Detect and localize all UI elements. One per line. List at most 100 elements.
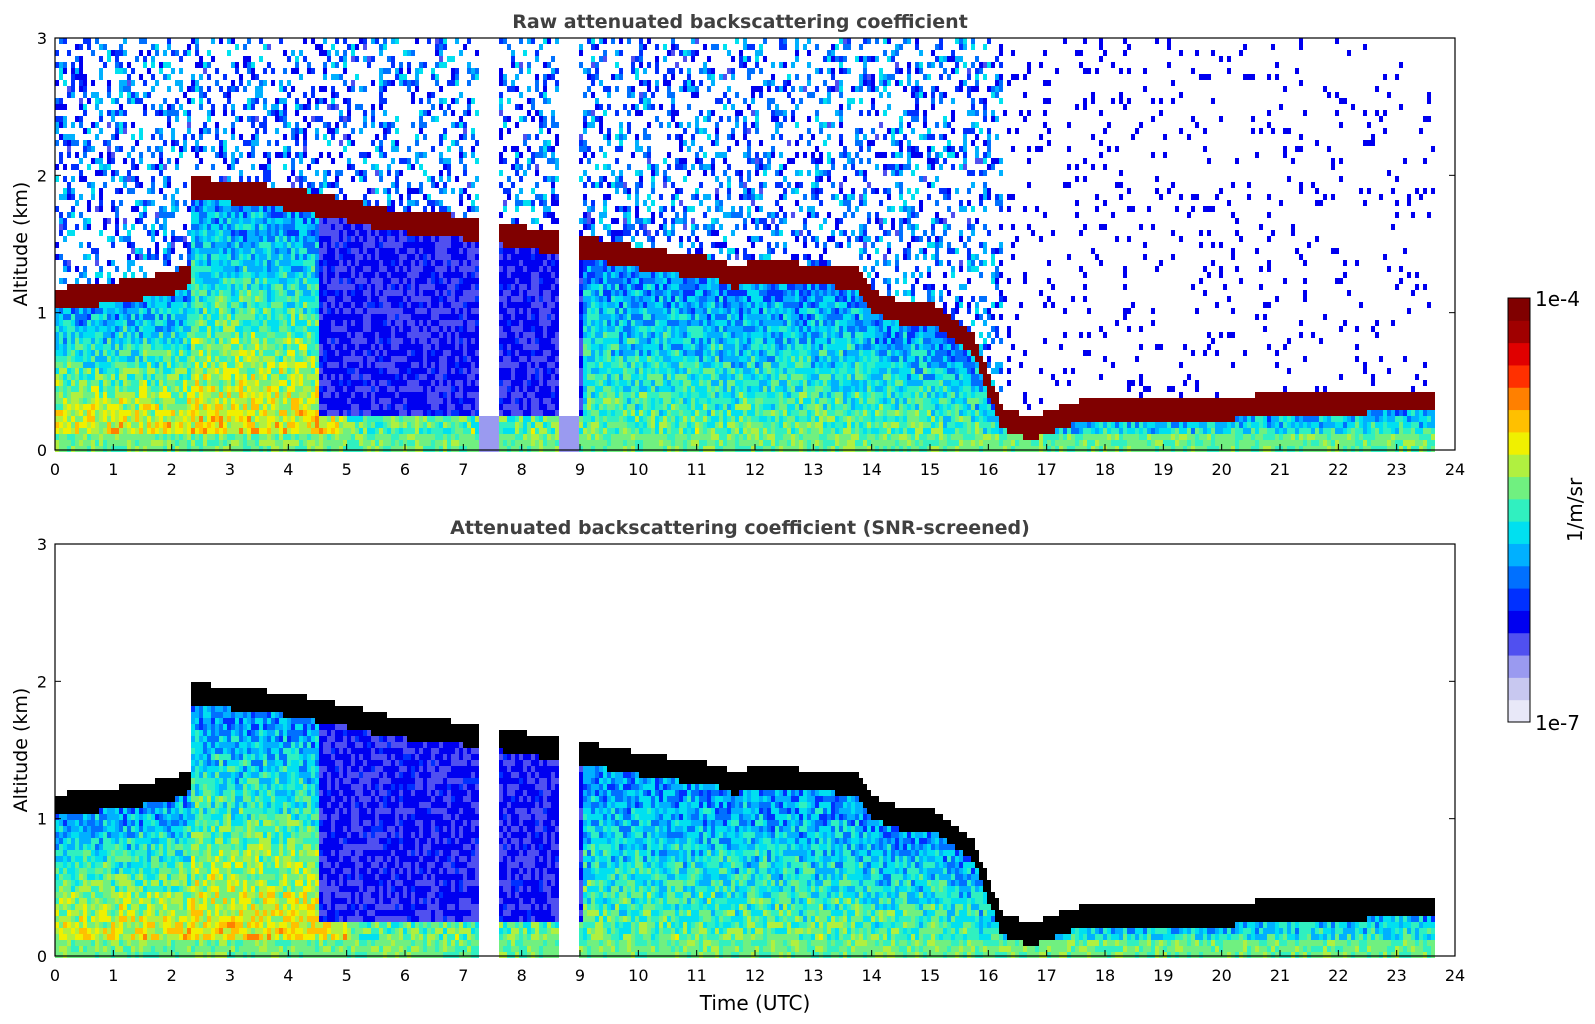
heatmap-cell — [375, 416, 379, 422]
heatmap-cell — [295, 104, 299, 110]
heatmap-cell — [295, 260, 299, 266]
heatmap-cell — [419, 272, 423, 278]
heatmap-cell — [179, 254, 183, 260]
heatmap-cell — [71, 164, 75, 170]
heatmap-cell — [435, 332, 439, 338]
heatmap-cell — [423, 290, 427, 296]
heatmap-cell — [327, 212, 331, 218]
heatmap-cell — [75, 350, 79, 356]
heatmap-cell — [263, 398, 267, 404]
heatmap-cell — [207, 218, 211, 224]
heatmap-cell — [323, 380, 327, 386]
heatmap-cell — [295, 152, 299, 158]
heatmap-cell — [167, 302, 171, 308]
heatmap-cell — [399, 260, 403, 266]
heatmap-cell — [99, 110, 103, 116]
heatmap-cell — [167, 254, 171, 260]
heatmap-cell — [403, 416, 407, 422]
heatmap-cell — [415, 224, 419, 230]
heatmap-cell — [319, 248, 323, 254]
heatmap-cell — [231, 272, 235, 278]
heatmap-cell — [211, 428, 215, 434]
heatmap-cell — [435, 296, 439, 302]
heatmap-cell — [311, 434, 315, 440]
heatmap-cell — [211, 254, 215, 260]
heatmap-cell — [419, 212, 423, 218]
heatmap-cell — [227, 338, 231, 344]
heatmap-cell — [295, 440, 299, 446]
heatmap-cell — [371, 428, 375, 434]
heatmap-cell — [171, 236, 175, 242]
heatmap-cell — [439, 344, 443, 350]
heatmap-cell — [243, 230, 247, 236]
heatmap-cell — [95, 314, 99, 320]
heatmap-cell — [107, 158, 111, 164]
heatmap-cell — [227, 416, 231, 422]
heatmap-cell — [279, 272, 283, 278]
heatmap-cell — [211, 434, 215, 440]
heatmap-cell — [139, 38, 143, 44]
heatmap-cell — [431, 104, 435, 110]
heatmap-cell — [303, 296, 307, 302]
heatmap-cell — [283, 116, 287, 122]
heatmap-cell — [71, 230, 75, 236]
heatmap-cell — [299, 224, 303, 230]
heatmap-cell — [215, 350, 219, 356]
heatmap-cell — [363, 272, 367, 278]
heatmap-cell — [427, 260, 431, 266]
heatmap-cell — [403, 314, 407, 320]
heatmap-cell — [147, 338, 151, 344]
heatmap-cell — [379, 80, 383, 86]
heatmap-cell — [115, 134, 119, 140]
heatmap-cell — [67, 266, 71, 272]
heatmap-cell — [203, 68, 207, 74]
heatmap-cell — [155, 284, 159, 290]
heatmap-cell — [191, 428, 195, 434]
heatmap-cell — [243, 302, 247, 308]
heatmap-cell — [159, 356, 163, 362]
heatmap-cell — [347, 338, 351, 344]
heatmap-cell — [167, 38, 171, 44]
heatmap-cell — [435, 392, 439, 398]
heatmap-cell — [299, 368, 303, 374]
heatmap-cell — [183, 200, 187, 206]
heatmap-cell — [347, 314, 351, 320]
heatmap-cell — [63, 176, 67, 182]
heatmap-cell — [415, 140, 419, 146]
heatmap-cell — [379, 344, 383, 350]
heatmap-cell — [191, 266, 195, 272]
heatmap-cell — [103, 140, 107, 146]
heatmap-cell — [407, 422, 411, 428]
heatmap-cell — [219, 218, 223, 224]
heatmap-cell — [407, 212, 411, 218]
heatmap-cell — [71, 122, 75, 128]
heatmap-cell — [103, 224, 107, 230]
heatmap-cell — [391, 416, 395, 422]
heatmap-cell — [275, 188, 279, 194]
heatmap-cell — [163, 398, 167, 404]
heatmap-cell — [319, 194, 323, 200]
heatmap-cell — [427, 278, 431, 284]
heatmap-cell — [295, 248, 299, 254]
heatmap-cell — [127, 416, 131, 422]
heatmap-cell — [227, 38, 231, 44]
heatmap-cell — [199, 212, 203, 218]
heatmap-cell — [171, 434, 175, 440]
heatmap-cell — [439, 272, 443, 278]
heatmap-cell — [367, 440, 371, 446]
heatmap-cell — [375, 350, 379, 356]
heatmap-cell — [71, 188, 75, 194]
heatmap-cell — [227, 242, 231, 248]
heatmap-cell — [427, 254, 431, 260]
heatmap-cell — [67, 320, 71, 326]
heatmap-cell — [455, 338, 459, 344]
heatmap-cell — [363, 422, 367, 428]
heatmap-cell — [247, 224, 251, 230]
heatmap-cell — [67, 398, 71, 404]
heatmap-cell — [183, 272, 187, 278]
heatmap-cell — [95, 278, 99, 284]
heatmap-cell — [267, 404, 271, 410]
heatmap-cell — [291, 68, 295, 74]
heatmap-cell — [211, 308, 215, 314]
heatmap-cell — [407, 230, 411, 236]
